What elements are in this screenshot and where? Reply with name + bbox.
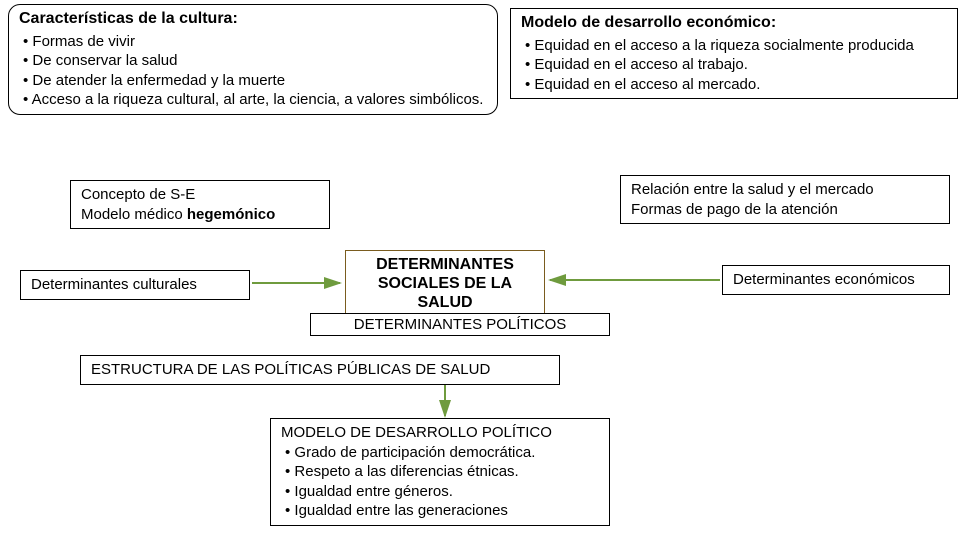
list-item: Respeto a las diferencias étnicas. — [285, 462, 599, 482]
box-concepto-line2: Modelo médico hegemónico — [81, 205, 319, 225]
box-cultura-list: Formas de vivir De conservar la salud De… — [19, 32, 487, 110]
box-det-culturales: Determinantes culturales — [20, 270, 250, 300]
box-concepto-line1: Concepto de S-E — [81, 185, 319, 205]
box-centro: DETERMINANTES SOCIALES DE LA SALUD — [345, 250, 545, 318]
box-economico-title: Modelo de desarrollo económico: — [521, 13, 947, 34]
list-item: Igualdad entre las generaciones — [285, 501, 599, 521]
box-det-economicos: Determinantes económicos — [722, 265, 950, 295]
list-item: Equidad en el acceso al trabajo. — [525, 55, 947, 75]
box-det-politicos: DETERMINANTES POLÍTICOS — [310, 313, 610, 336]
det-economicos-text: Determinantes económicos — [733, 271, 915, 288]
box-relacion: Relación entre la salud y el mercado For… — [620, 175, 950, 224]
modelo-politico-list: Grado de participación democrática. Resp… — [281, 443, 599, 521]
box-cultura-title: Características de la cultura: — [19, 9, 487, 30]
box-relacion-line1: Relación entre la salud y el mercado — [631, 180, 939, 200]
box-modelo-politico: MODELO DE DESARROLLO POLÍTICO Grado de p… — [270, 418, 610, 526]
list-item: De atender la enfermedad y la muerte — [23, 71, 487, 91]
list-item: Igualdad entre géneros. — [285, 482, 599, 502]
det-culturales-text: Determinantes culturales — [31, 276, 197, 293]
box-cultura: Características de la cultura: Formas de… — [8, 4, 498, 115]
det-politicos-text: DETERMINANTES POLÍTICOS — [354, 316, 567, 333]
list-item: De conservar la salud — [23, 51, 487, 71]
box-relacion-line2: Formas de pago de la atención — [631, 200, 939, 220]
modelo-politico-title: MODELO DE DESARROLLO POLÍTICO — [281, 423, 599, 443]
box-concepto: Concepto de S-E Modelo médico hegemónico — [70, 180, 330, 229]
list-item: Equidad en el acceso a la riqueza social… — [525, 36, 947, 56]
box-economico-list: Equidad en el acceso a la riqueza social… — [521, 36, 947, 95]
box-estructura: ESTRUCTURA DE LAS POLÍTICAS PÚBLICAS DE … — [80, 355, 560, 385]
list-item: Equidad en el acceso al mercado. — [525, 75, 947, 95]
centro-text: DETERMINANTES SOCIALES DE LA SALUD — [376, 256, 514, 311]
estructura-text: ESTRUCTURA DE LAS POLÍTICAS PÚBLICAS DE … — [91, 361, 490, 378]
box-economico: Modelo de desarrollo económico: Equidad … — [510, 8, 958, 99]
list-item: Grado de participación democrática. — [285, 443, 599, 463]
list-item: Formas de vivir — [23, 32, 487, 52]
list-item: Acceso a la riqueza cultural, al arte, l… — [23, 90, 487, 110]
